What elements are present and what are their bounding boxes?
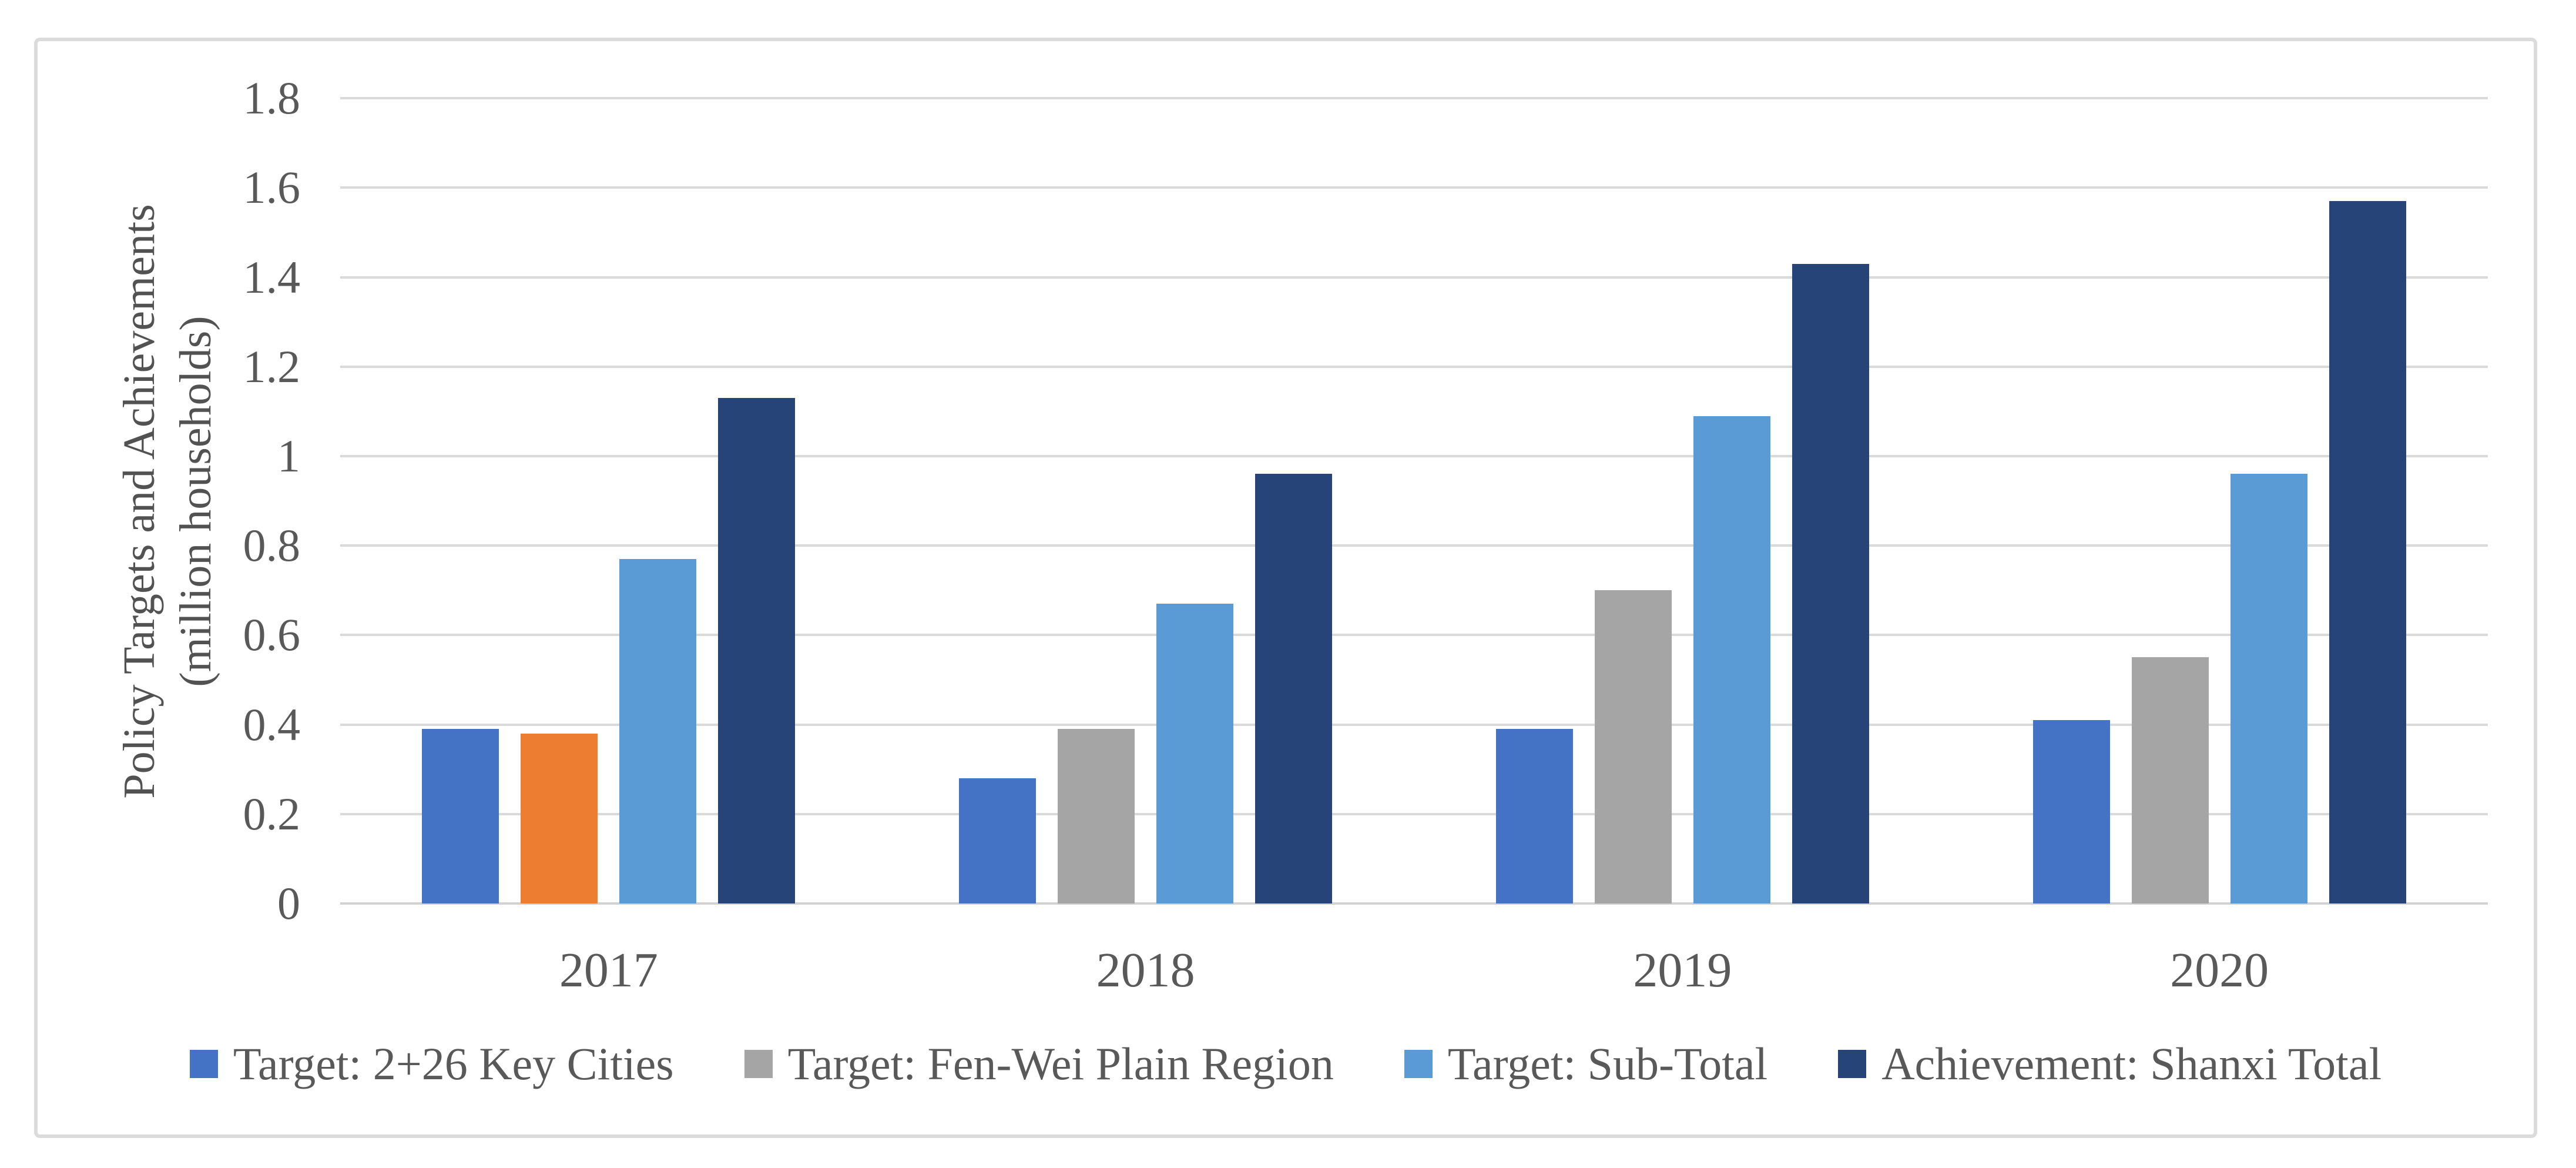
- gridline-0.6: [340, 634, 2488, 637]
- bar-2019-series-2: [1594, 590, 1672, 903]
- bar-2018-series-4: [1255, 474, 1333, 903]
- gridline-1.4: [340, 276, 2488, 279]
- bar-2017-series-2: [521, 733, 598, 903]
- bar-2018-series-1: [959, 778, 1037, 903]
- legend-item-3: Target: Sub-Total: [1404, 1035, 1767, 1093]
- gridline-0.8: [340, 544, 2488, 547]
- gridline-1.6: [340, 186, 2488, 189]
- chart-frame: Policy Targets and Achievements (million…: [34, 38, 2537, 1138]
- gridline-1: [340, 455, 2488, 457]
- bar-2019-series-3: [1693, 416, 1770, 903]
- y-tick-label: 0: [277, 878, 300, 929]
- x-label-2020: 2020: [2170, 943, 2269, 998]
- bar-2020-series-2: [2131, 657, 2209, 903]
- gridline-1.2: [340, 365, 2488, 368]
- bar-2020-series-4: [2329, 201, 2406, 903]
- y-tick-label: 0.6: [243, 609, 301, 661]
- bar-2019-series-1: [1495, 729, 1573, 903]
- legend-swatch-icon: [189, 1050, 218, 1078]
- legend-swatch-icon: [1838, 1050, 1867, 1078]
- y-tick-label: 0.4: [243, 698, 301, 750]
- legend-item-1: Target: 2+26 Key Cities: [189, 1035, 674, 1093]
- plot-area: 1.8 1.6 1.4 1.2 1 0.8 0.6 0.4 0.2 0 2017 2018 2019 2…: [38, 41, 2534, 1134]
- y-tick-label: 1.8: [243, 72, 301, 124]
- bar-2020-series-1: [2032, 719, 2110, 903]
- bar-2017-series-4: [718, 398, 796, 903]
- legend-label: Target: Sub-Total: [1447, 1038, 1768, 1089]
- x-label-2017: 2017: [559, 943, 658, 998]
- y-tick-label: 0.8: [243, 520, 301, 571]
- bar-2017-series-3: [619, 559, 697, 903]
- legend-label: Target: Fen-Wei Plain Region: [787, 1038, 1334, 1089]
- gridline-0: [340, 902, 2488, 905]
- bar-2018-series-2: [1058, 729, 1135, 903]
- y-tick-label: 1: [277, 430, 300, 481]
- y-tick-label: 0.2: [243, 788, 301, 839]
- x-label-2019: 2019: [1633, 943, 1732, 998]
- bar-2018-series-3: [1156, 604, 1234, 903]
- y-tick-label: 1.6: [243, 162, 301, 213]
- gridline-0.4: [340, 723, 2488, 726]
- legend-label: Target: 2+26 Key Cities: [233, 1038, 674, 1089]
- x-label-2018: 2018: [1096, 943, 1195, 998]
- legend: Target: 2+26 Key Cities Target: Fen-Wei P…: [38, 1035, 2534, 1093]
- y-tick-label: 1.4: [243, 251, 301, 303]
- legend-swatch-icon: [744, 1050, 773, 1078]
- bar-2020-series-3: [2230, 474, 2307, 903]
- gridline-1.8: [340, 97, 2488, 100]
- legend-swatch-icon: [1404, 1050, 1433, 1078]
- legend-item-4: Achievement: Shanxi Total: [1838, 1035, 2382, 1093]
- bar-2017-series-1: [422, 729, 499, 903]
- y-tick-label: 1.2: [243, 340, 301, 392]
- gridline-0.2: [340, 812, 2488, 815]
- legend-item-2: Target: Fen-Wei Plain Region: [744, 1035, 1334, 1093]
- bar-2019-series-4: [1792, 263, 1869, 903]
- legend-label: Achievement: Shanxi Total: [1881, 1038, 2382, 1089]
